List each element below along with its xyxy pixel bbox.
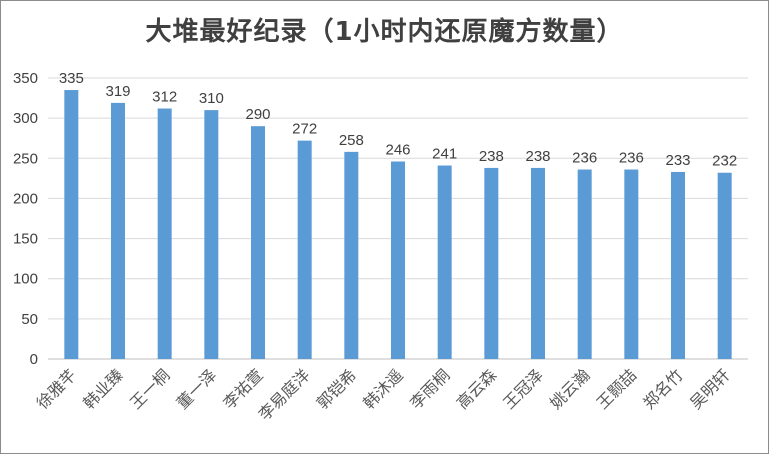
bar — [717, 172, 732, 359]
data-label: 310 — [199, 90, 224, 107]
bar — [344, 151, 359, 359]
x-tick-label: 王冠泽 — [499, 365, 546, 412]
y-tick-label: 350 — [13, 70, 38, 87]
bar — [484, 167, 499, 359]
data-label: 241 — [432, 146, 457, 163]
bar — [671, 171, 685, 359]
data-label: 319 — [105, 83, 130, 100]
bar — [204, 110, 219, 359]
bar — [111, 102, 125, 359]
y-tick-label: 150 — [13, 231, 38, 248]
bar — [531, 167, 545, 359]
data-label: 238 — [479, 148, 504, 165]
y-tick-label: 50 — [21, 311, 38, 328]
x-tick-label: 王一桐 — [126, 365, 173, 412]
data-label: 236 — [572, 150, 597, 167]
data-label: 232 — [712, 153, 737, 170]
data-label: 258 — [339, 132, 364, 149]
x-tick-label: 李雨桐 — [406, 365, 453, 412]
bar — [437, 165, 452, 359]
y-tick-label: 300 — [13, 110, 38, 127]
y-tick-label: 200 — [13, 190, 38, 207]
data-label: 238 — [525, 148, 550, 165]
x-tick-label: 吴明轩 — [686, 365, 733, 412]
bar — [624, 169, 639, 359]
chart-title: 大堆最好纪录（1小时内还原魔方数量） — [145, 17, 624, 47]
data-label: 335 — [59, 70, 84, 87]
x-tick-label: 董一泽 — [173, 365, 220, 412]
x-tick-label: 徐雅芊 — [33, 365, 80, 412]
x-tick-label: 韩沐遥 — [359, 365, 406, 412]
y-tick-label: 0 — [30, 351, 38, 368]
data-label: 246 — [385, 141, 410, 158]
x-tick-label: 高云森 — [453, 365, 500, 412]
x-tick-label: 韩业臻 — [79, 365, 126, 412]
bar — [251, 126, 265, 360]
data-label: 236 — [619, 150, 644, 167]
x-tick-label: 王颢喆 — [593, 365, 640, 412]
y-tick-label: 250 — [13, 150, 38, 167]
x-tick-label: 郑名竹 — [639, 365, 686, 412]
x-tick-label: 郭铠希 — [313, 365, 360, 412]
data-label: 312 — [152, 89, 177, 106]
x-tick-label: 姚云瀚 — [546, 365, 593, 412]
y-tick-label: 100 — [13, 271, 38, 288]
x-tick-label: 李易庭洋 — [255, 365, 314, 424]
bar — [297, 140, 312, 359]
data-label: 290 — [245, 106, 270, 123]
data-label: 272 — [292, 121, 317, 138]
bar — [391, 161, 405, 359]
data-label: 233 — [665, 152, 690, 169]
bar — [64, 90, 79, 360]
bar — [157, 108, 172, 359]
bar — [577, 169, 592, 359]
